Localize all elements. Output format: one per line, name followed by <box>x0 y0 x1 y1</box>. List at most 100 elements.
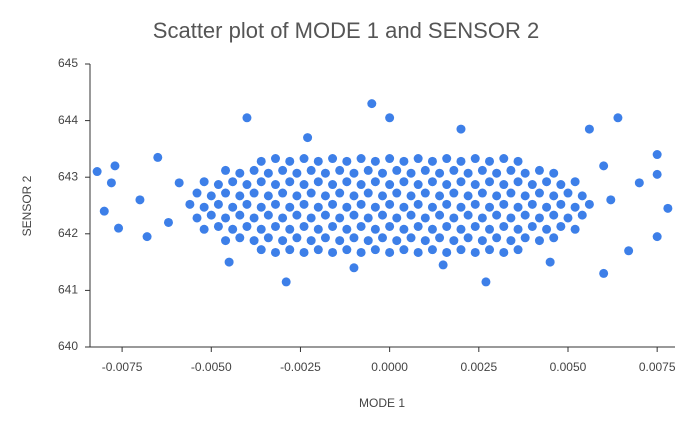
point <box>513 245 523 255</box>
point <box>199 202 209 212</box>
chart-title: Scatter plot of MODE 1 and SENSOR 2 <box>153 18 539 43</box>
point <box>499 199 509 209</box>
point <box>303 133 313 143</box>
point <box>299 221 309 231</box>
point <box>520 191 530 201</box>
x-tick-label: 0.0075 <box>639 360 676 374</box>
point <box>577 191 587 201</box>
point <box>370 156 380 166</box>
point <box>549 233 559 243</box>
point <box>399 156 409 166</box>
point <box>320 168 330 178</box>
point <box>545 257 555 267</box>
point <box>263 233 273 243</box>
point <box>320 191 330 201</box>
point <box>634 178 644 188</box>
point <box>142 232 152 242</box>
point <box>442 180 452 190</box>
point <box>413 247 423 257</box>
point <box>438 260 448 270</box>
point <box>652 169 662 179</box>
point <box>570 224 580 234</box>
point <box>542 177 552 187</box>
point <box>99 206 109 216</box>
point <box>477 213 487 223</box>
point <box>456 224 466 234</box>
point <box>270 154 280 164</box>
point <box>406 210 416 220</box>
point <box>292 210 302 220</box>
point <box>427 245 437 255</box>
point <box>485 224 495 234</box>
point <box>199 224 209 234</box>
point <box>270 247 280 257</box>
point <box>313 177 323 187</box>
point <box>114 223 124 233</box>
point <box>213 180 223 190</box>
point <box>449 165 459 175</box>
point <box>477 236 487 246</box>
point <box>534 236 544 246</box>
point <box>399 224 409 234</box>
point <box>463 168 473 178</box>
point <box>228 177 238 187</box>
point <box>285 177 295 187</box>
point <box>356 180 366 190</box>
point <box>406 168 416 178</box>
y-tick-label: 641 <box>58 283 78 297</box>
point <box>235 168 245 178</box>
point <box>520 168 530 178</box>
point <box>185 199 195 209</box>
point <box>370 224 380 234</box>
point <box>285 156 295 166</box>
point <box>256 224 266 234</box>
y-tick-label: 643 <box>58 169 78 183</box>
point <box>392 213 402 223</box>
point <box>563 213 573 223</box>
point <box>584 199 594 209</box>
point <box>385 154 395 164</box>
point <box>520 210 530 220</box>
point <box>499 180 509 190</box>
point <box>299 199 309 209</box>
point <box>263 168 273 178</box>
point <box>470 154 480 164</box>
point <box>385 199 395 209</box>
point <box>470 180 480 190</box>
point <box>435 233 445 243</box>
point <box>342 202 352 212</box>
point <box>577 210 587 220</box>
point <box>213 221 223 231</box>
point <box>206 210 216 220</box>
point <box>299 180 309 190</box>
point <box>392 165 402 175</box>
point <box>513 202 523 212</box>
point <box>427 156 437 166</box>
point <box>356 221 366 231</box>
point <box>299 154 309 164</box>
point <box>342 245 352 255</box>
point <box>363 236 373 246</box>
point <box>534 188 544 198</box>
point <box>370 177 380 187</box>
point <box>456 156 466 166</box>
point <box>242 221 252 231</box>
y-axis-label: SENSOR 2 <box>20 175 34 236</box>
point <box>385 221 395 231</box>
point <box>427 202 437 212</box>
point <box>256 156 266 166</box>
point <box>456 202 466 212</box>
point <box>278 188 288 198</box>
point <box>599 268 609 278</box>
point <box>506 213 516 223</box>
point <box>335 188 345 198</box>
point <box>110 161 120 171</box>
point <box>335 213 345 223</box>
point <box>513 156 523 166</box>
point <box>652 232 662 242</box>
point <box>624 246 634 256</box>
point <box>285 245 295 255</box>
point <box>420 213 430 223</box>
point <box>306 188 316 198</box>
